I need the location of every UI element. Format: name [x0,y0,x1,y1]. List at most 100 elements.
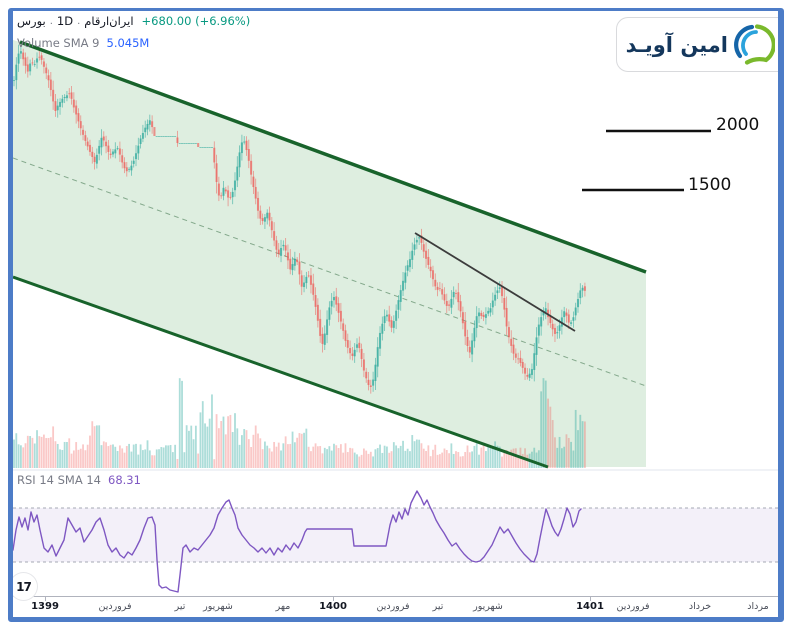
volume-bar [570,441,572,468]
volume-bar [287,444,289,468]
trend-channel-lower-line[interactable] [13,275,549,469]
candle-body [268,212,271,221]
volume-bar [386,446,388,468]
volume-bar [381,452,384,468]
volume-bar [254,425,257,468]
volume-bar [217,428,220,468]
x-axis-month-label[interactable]: فروردین [376,601,410,612]
x-axis-year-label[interactable]: 1400 [319,601,347,612]
candle-body [111,151,115,155]
x-axis-month-label[interactable]: مهر [275,601,291,612]
x-axis-month-label[interactable]: خرداد [688,601,712,612]
volume-indicator-label: Volume SMA 9 [17,36,100,50]
candle-body [33,64,36,66]
candle-body [49,79,52,91]
trend-channel-upper-line[interactable] [19,40,647,274]
volume-bar [252,434,255,468]
x-axis-month-label[interactable]: فروردین [98,601,132,612]
x-axis-month-label[interactable]: تیر [432,601,444,612]
candle-body [284,245,287,251]
volume-bar [369,451,372,468]
candle-body [514,353,517,358]
volume-bar [162,447,165,468]
candle-body [441,289,444,295]
broker-logo-box: امین آویـد [616,17,778,72]
symbol-name: ایران‌ارقام [84,14,134,28]
volume-value: 5.045M [106,36,150,50]
candle-body [551,323,554,330]
candle-body [355,344,359,348]
candle-body [494,294,497,301]
rsi-indicator-legend[interactable]: RSI 14 SMA 14 68.31 [17,473,141,487]
volume-bar [84,450,87,468]
chart-frame: 2000 1500 بورس . 1D . ایران‌ارقام +680.00… [8,8,784,622]
candle-body [330,300,333,307]
price-level-label: 2000 [716,115,759,135]
time-axis[interactable]: 1399 فروردین تیر شهریور مهر 1400 فروردین تیر شهر… [13,596,778,617]
candle-body [157,136,161,137]
candle-body [91,151,94,157]
candle-body [298,261,301,275]
candle-body [263,217,266,222]
candle-body [369,385,372,387]
candle-body [68,93,71,95]
symbol-legend[interactable]: بورس . 1D . ایران‌ارقام +680.00 (+6.96%) [17,14,250,28]
tradingview-logo[interactable]: 17 [13,573,37,600]
candle-body [581,287,584,291]
volume-bar [480,447,483,468]
volume-bar [264,441,266,468]
x-axis-year-label[interactable]: 1399 [31,601,59,612]
volume-bar [31,437,34,468]
volume-bar [487,444,490,468]
volume-bar [234,413,236,468]
candle-body [484,314,487,318]
volume-bar [468,452,471,468]
x-axis-month-label[interactable]: شهریور [203,601,233,612]
candle-body [372,379,375,386]
volume-bar [236,428,239,468]
volume-bar [43,434,45,468]
candle-body [429,266,432,272]
volume-bar [574,409,577,468]
volume-bar [26,435,29,468]
trend-channel-midline[interactable] [13,157,647,387]
x-axis-month-label[interactable]: مرداد [747,601,769,612]
volume-bar [489,447,492,468]
volume-bar [560,448,563,468]
volume-bar [135,443,137,468]
volume-bar [105,442,107,468]
volume-bar [411,435,414,468]
chart-canvas[interactable]: 2000 1500 [13,11,778,617]
candle-body [72,99,75,108]
candle-body [307,275,310,277]
volume-legend[interactable]: Volume SMA 9 5.045M [17,36,149,50]
chart-area: 2000 1500 بورس . 1D . ایران‌ارقام +680.00… [13,11,778,617]
volume-bar [20,445,22,468]
candle-body [503,297,506,310]
candle-body [171,136,174,137]
volume-bar [461,456,464,468]
candle-body [576,299,580,308]
candle-body [367,379,370,386]
volume-bar [204,423,206,468]
candle-body [349,348,352,354]
candle-body [40,55,43,60]
volume-bar [139,444,142,468]
volume-bar [547,398,549,468]
x-axis-month-label[interactable]: شهریور [473,601,503,612]
volume-bar [142,450,144,468]
x-axis-year-label[interactable]: 1401 [576,601,604,612]
candle-body [360,348,363,360]
x-axis-month-label[interactable]: تیر [174,601,186,612]
trendline-annotation[interactable] [414,232,576,332]
volume-bar [339,444,342,468]
volume-bar [70,453,73,468]
volume-bar [478,454,480,468]
rsi-line [13,490,582,593]
x-axis-month-label[interactable]: فروردین [616,601,650,612]
candle-body [399,290,402,302]
trend-channel-fill[interactable] [13,40,646,467]
volume-bar [102,441,105,468]
candle-body [141,133,144,139]
candle-body [471,340,474,355]
